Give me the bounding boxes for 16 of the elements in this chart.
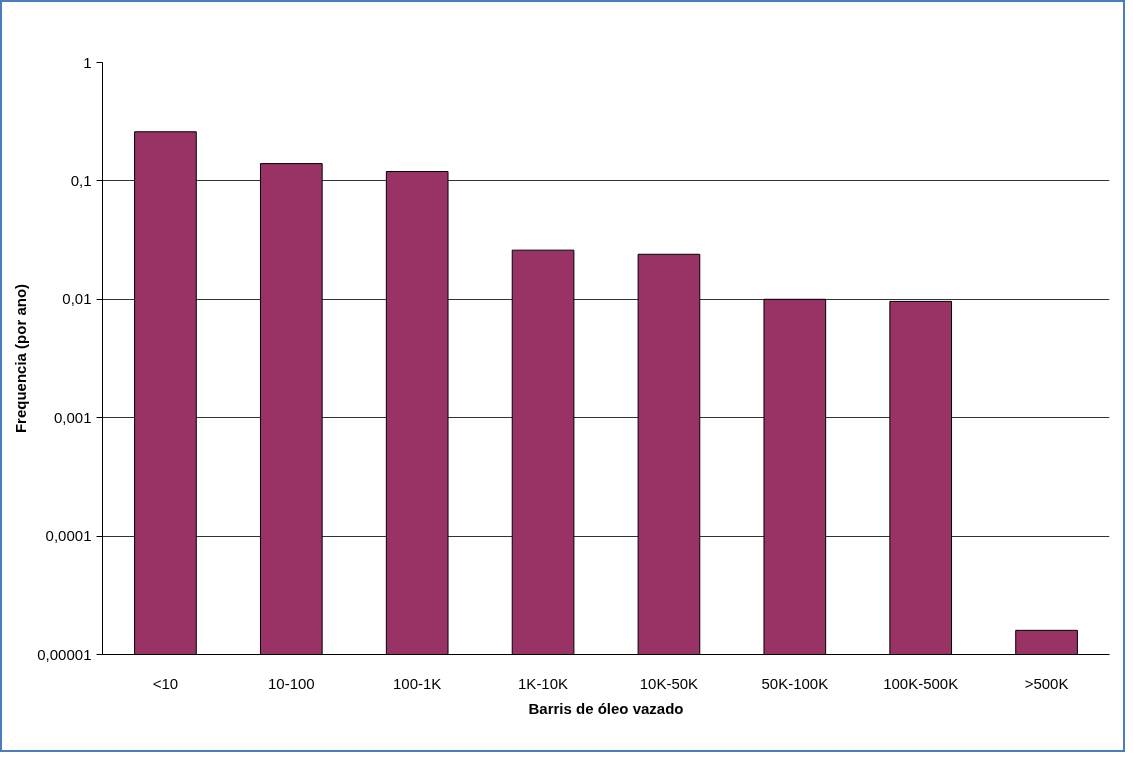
y-tick-label: 0,00001 bbox=[37, 645, 92, 663]
y-tick-label: 0,001 bbox=[53, 408, 92, 426]
x-tick-label: 10-100 bbox=[267, 674, 315, 692]
x-tick-label: >500K bbox=[1024, 674, 1069, 692]
x-tick-label: 100K-500K bbox=[883, 674, 959, 692]
y-axis-title: Frequencia (por ano) bbox=[12, 283, 30, 434]
y-tick-label: 0,0001 bbox=[45, 527, 92, 545]
x-axis-title: Barris de óleo vazado bbox=[528, 699, 684, 717]
x-tick-label: 50K-100K bbox=[761, 674, 829, 692]
y-tick-label: 0,1 bbox=[70, 171, 92, 189]
y-tick-label: 0,01 bbox=[62, 290, 92, 308]
x-tick-label: 10K-50K bbox=[639, 674, 699, 692]
x-tick-label: <10 bbox=[152, 674, 179, 692]
y-tick-label: 1 bbox=[83, 53, 92, 71]
x-tick-label: 1K-10K bbox=[518, 674, 569, 692]
x-tick-label: 100-1K bbox=[393, 674, 442, 692]
